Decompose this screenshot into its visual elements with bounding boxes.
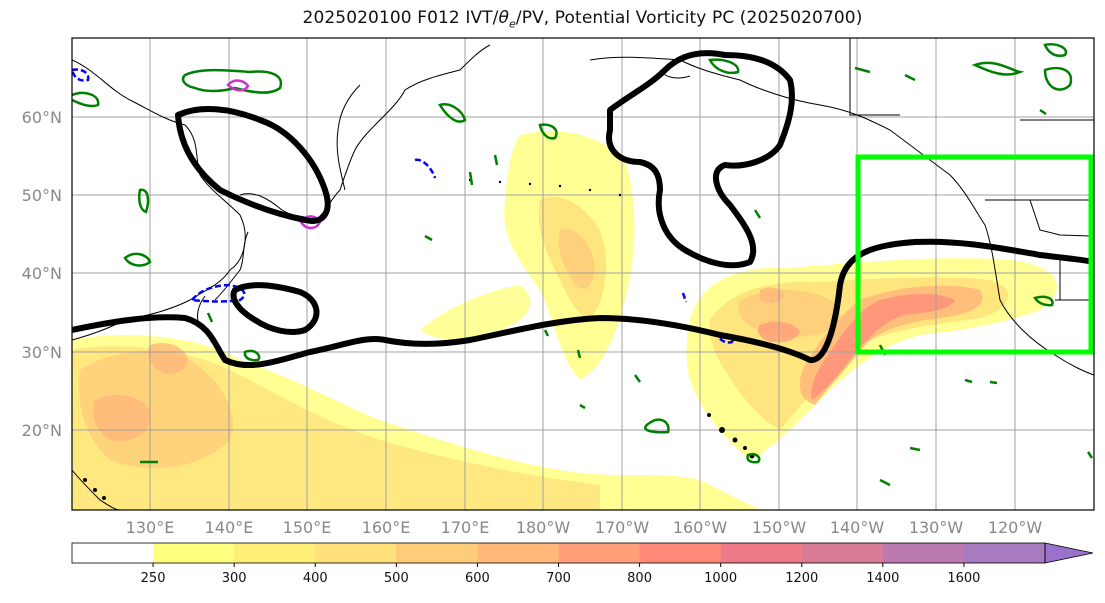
pv-contours [72,50,1094,369]
colorbar-segment [72,543,154,563]
lon-label: 150°W [752,518,807,537]
blue-contours [72,68,734,344]
lat-label: 20°N [22,421,62,440]
lon-label: 160°W [673,518,728,537]
colorbar-segments [72,543,1046,563]
colorbar-tick-label: 1600 [947,571,980,586]
green-contours [72,43,1094,487]
lat-label: 50°N [22,186,62,205]
region-box [855,154,1094,355]
title-rest: /PV, Potential Vorticity PC (2025020700) [515,8,863,28]
colorbar-tick-label: 1400 [866,571,899,586]
map-frame [71,37,1095,511]
lon-label: 180°W [516,518,571,537]
islands [83,178,755,500]
colorbar-tick-label: 1000 [704,571,737,586]
lon-labels: 130°E 140°E 150°E 160°E 170°E 180°W 170°… [126,518,1043,537]
lat-label: 60°N [22,108,62,127]
lon-label: 120°W [988,518,1043,537]
lon-label: 130°W [909,518,964,537]
colorbar-tick-label: 1200 [785,571,818,586]
colorbar-tick-label: 800 [627,571,652,586]
title-theta-subscript: e [509,17,516,31]
colorbar-segment [477,543,559,563]
colorbar-tick-label: 700 [546,571,571,586]
colorbar-segment [315,543,397,563]
lon-label: 170°E [441,518,490,537]
ivt-shading-west [72,335,760,510]
title-theta: θ [498,8,510,28]
colorbar-extend-arrow [1044,542,1094,564]
lon-label: 160°E [362,518,411,537]
lon-label: 150°E [283,518,332,537]
lon-label: 140°E [205,518,254,537]
colorbar-ticks: 250 300 400 500 600 700 800 1000 1200 1400 1600 [141,563,980,586]
colorbar-segment [801,543,884,563]
colorbar-segment [720,543,803,563]
lon-label: 170°W [595,518,650,537]
colorbar-tick-label: 300 [222,571,247,586]
colorbar-segment [558,543,641,563]
graticule [72,38,1094,510]
lon-label: 130°E [126,518,175,537]
colorbar: 250 300 400 500 600 700 800 1000 1200 1400 1600 [71,542,1094,586]
colorbar-segment [882,543,965,563]
title-main: 2025020100 F012 IVT/ [302,8,499,28]
colorbar-segment [153,543,235,563]
colorbar-segment [396,543,478,563]
colorbar-tick-label: 500 [384,571,409,586]
map-title: 2025020100 F012 IVT/θe/PV, Potential Vor… [0,8,1105,30]
colorbar-segment [639,543,722,563]
lat-label: 40°N [22,264,62,283]
colorbar-segment [963,543,1046,563]
colorbar-segment [234,543,316,563]
colorbar-tick-label: 400 [303,571,328,586]
lon-label: 140°W [830,518,885,537]
colorbar-tick-label: 600 [465,571,490,586]
lat-labels: 60°N 50°N 40°N 30°N 20°N [22,108,62,440]
colorbar-tick-label: 250 [141,571,166,586]
lat-label: 30°N [22,343,62,362]
